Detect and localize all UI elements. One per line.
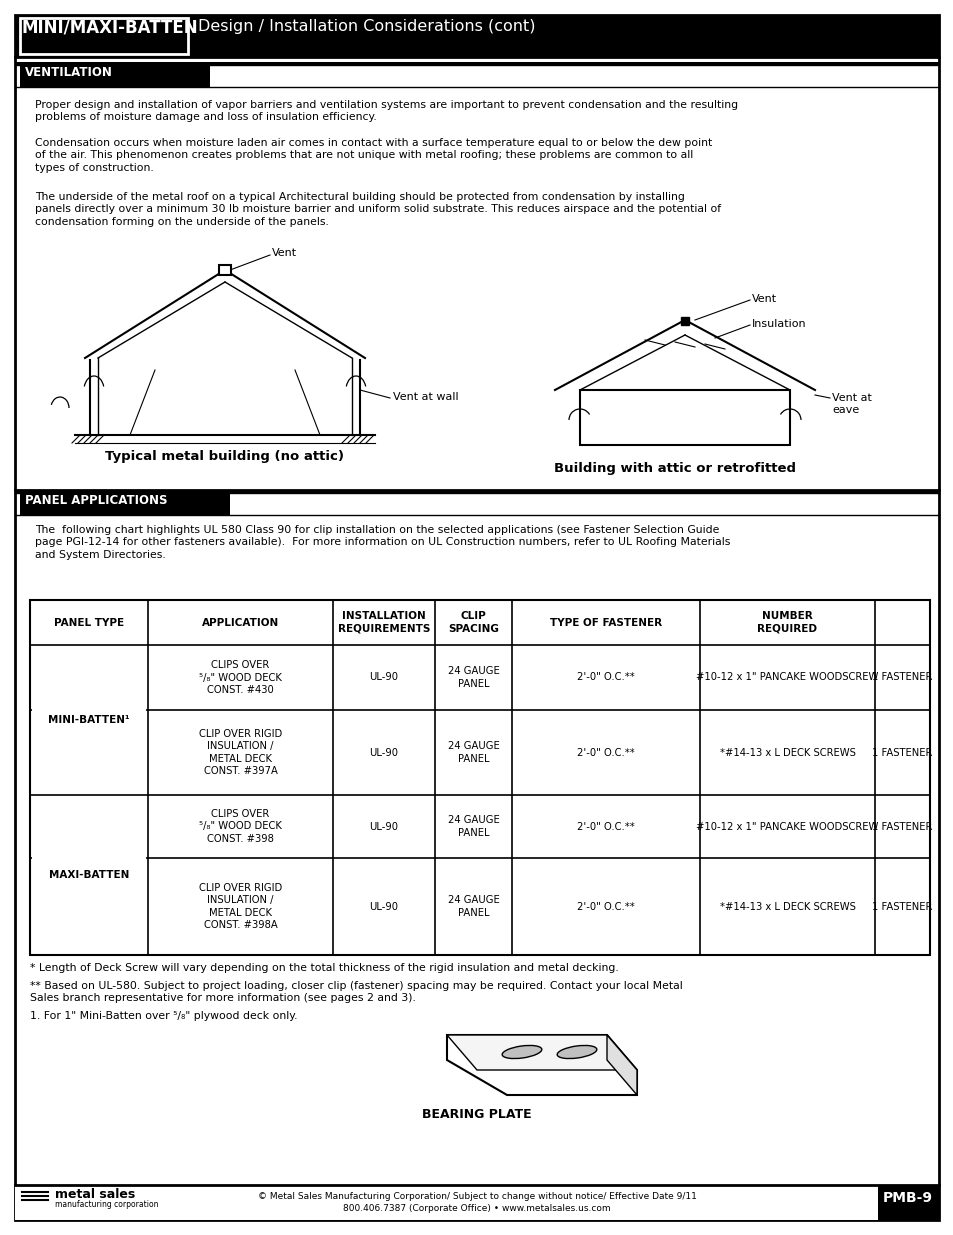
Text: 24 GAUGE
PANEL: 24 GAUGE PANEL: [447, 741, 498, 763]
Ellipse shape: [501, 1046, 541, 1058]
Text: TYPE OF FASTENER: TYPE OF FASTENER: [549, 618, 661, 627]
Text: PANEL APPLICATIONS: PANEL APPLICATIONS: [25, 494, 168, 508]
Bar: [20, 65, 210, 86]
Bar: [219, 266, 231, 275]
Bar: [877, 1186, 938, 1220]
Text: Typical metal building (no attic): Typical metal building (no attic): [106, 450, 344, 463]
Bar: [15, 15, 938, 57]
Text: 800.406.7387 (Corporate Office) • www.metalsales.us.com: 800.406.7387 (Corporate Office) • www.me…: [343, 1204, 610, 1213]
Text: © Metal Sales Manufacturing Corporation/ Subject to change without notice/ Effec: © Metal Sales Manufacturing Corporation/…: [257, 1192, 696, 1200]
Text: Building with attic or retrofitted: Building with attic or retrofitted: [554, 462, 795, 475]
Text: 24 GAUGE
PANEL: 24 GAUGE PANEL: [447, 815, 498, 837]
Text: INSTALLATION
REQUIREMENTS: INSTALLATION REQUIREMENTS: [337, 611, 430, 634]
Text: ** Based on UL-580. Subject to project loading, closer clip (fastener) spacing m: ** Based on UL-580. Subject to project l…: [30, 981, 682, 1003]
Text: #10-12 x 1" PANCAKE WOODSCREW: #10-12 x 1" PANCAKE WOODSCREW: [696, 821, 878, 831]
Text: NUMBER
REQUIRED: NUMBER REQUIRED: [757, 611, 817, 634]
Text: 2'-0" O.C.**: 2'-0" O.C.**: [577, 902, 634, 911]
Text: The underside of the metal roof on a typical Architectural building should be pr: The underside of the metal roof on a typ…: [35, 191, 720, 227]
Text: UL-90: UL-90: [369, 821, 398, 831]
Text: 24 GAUGE
PANEL: 24 GAUGE PANEL: [447, 667, 498, 689]
Text: UL-90: UL-90: [369, 902, 398, 911]
Text: Vent at wall: Vent at wall: [393, 391, 458, 403]
Text: #10-12 x 1" PANCAKE WOODSCREW: #10-12 x 1" PANCAKE WOODSCREW: [696, 673, 878, 683]
Text: CLIP OVER RIGID
INSULATION /
METAL DECK
CONST. #397A: CLIP OVER RIGID INSULATION / METAL DECK …: [198, 729, 282, 776]
Text: CLIPS OVER
⁵/₈" WOOD DECK
CONST. #430: CLIPS OVER ⁵/₈" WOOD DECK CONST. #430: [199, 659, 282, 695]
Text: 1 FASTENER: 1 FASTENER: [871, 821, 932, 831]
Ellipse shape: [557, 1046, 597, 1058]
Text: metal sales: metal sales: [55, 1188, 135, 1200]
Text: Vent: Vent: [272, 248, 296, 258]
Text: UL-90: UL-90: [369, 747, 398, 757]
Text: MINI/MAXI-BATTEN: MINI/MAXI-BATTEN: [22, 19, 198, 37]
Text: Proper design and installation of vapor barriers and ventilation systems are imp: Proper design and installation of vapor …: [35, 100, 738, 122]
Text: 1. For 1" Mini-Batten over ⁵/₈" plywood deck only.: 1. For 1" Mini-Batten over ⁵/₈" plywood …: [30, 1011, 297, 1021]
Bar: [15, 490, 938, 493]
Text: CLIP OVER RIGID
INSULATION /
METAL DECK
CONST. #398A: CLIP OVER RIGID INSULATION / METAL DECK …: [198, 883, 282, 930]
Text: Insulation: Insulation: [751, 319, 806, 329]
Text: PANEL TYPE: PANEL TYPE: [54, 618, 124, 627]
Bar: [32, 709, 146, 711]
Text: Vent: Vent: [751, 294, 777, 304]
Text: APPLICATION: APPLICATION: [202, 618, 279, 627]
Text: Vent at
eave: Vent at eave: [831, 393, 871, 415]
Text: *#14-13 x L DECK SCREWS: *#14-13 x L DECK SCREWS: [719, 747, 855, 757]
Bar: [15, 1186, 938, 1220]
Text: VENTILATION: VENTILATION: [25, 65, 112, 79]
Text: PMB-9: PMB-9: [882, 1191, 932, 1205]
Text: The  following chart highlights UL 580 Class 90 for clip installation on the sel: The following chart highlights UL 580 Cl…: [35, 525, 730, 559]
Text: MAXI-BATTEN: MAXI-BATTEN: [49, 869, 129, 881]
Bar: [32, 857, 146, 860]
Text: 1 FASTENER: 1 FASTENER: [871, 747, 932, 757]
Text: CLIP
SPACING: CLIP SPACING: [448, 611, 498, 634]
Polygon shape: [447, 1035, 637, 1095]
Text: UL-90: UL-90: [369, 673, 398, 683]
Bar: [680, 317, 688, 325]
Bar: [30, 600, 929, 955]
Text: CLIPS OVER
⁵/₈" WOOD DECK
CONST. #398: CLIPS OVER ⁵/₈" WOOD DECK CONST. #398: [199, 809, 282, 844]
Text: 1 FASTENER: 1 FASTENER: [871, 902, 932, 911]
Bar: [20, 493, 230, 515]
Text: * Length of Deck Screw will vary depending on the total thickness of the rigid i: * Length of Deck Screw will vary dependi…: [30, 963, 618, 973]
Text: 2'-0" O.C.**: 2'-0" O.C.**: [577, 821, 634, 831]
Text: Design / Installation Considerations (cont): Design / Installation Considerations (co…: [198, 19, 535, 35]
Polygon shape: [606, 1035, 637, 1095]
Bar: [30, 601, 928, 643]
Text: *#14-13 x L DECK SCREWS: *#14-13 x L DECK SCREWS: [719, 902, 855, 911]
Text: 2'-0" O.C.**: 2'-0" O.C.**: [577, 747, 634, 757]
Bar: [15, 62, 938, 65]
Text: BEARING PLATE: BEARING PLATE: [422, 1108, 531, 1121]
Bar: [20, 19, 188, 54]
Polygon shape: [447, 1035, 637, 1070]
Text: 24 GAUGE
PANEL: 24 GAUGE PANEL: [447, 895, 498, 918]
Text: 2'-0" O.C.**: 2'-0" O.C.**: [577, 673, 634, 683]
Text: manufacturing corporation: manufacturing corporation: [55, 1200, 158, 1209]
Text: MINI-BATTEN¹: MINI-BATTEN¹: [49, 715, 130, 725]
Bar: [579, 390, 789, 445]
Text: Condensation occurs when moisture laden air comes in contact with a surface temp: Condensation occurs when moisture laden …: [35, 138, 712, 173]
Text: 1 FASTENER: 1 FASTENER: [871, 673, 932, 683]
